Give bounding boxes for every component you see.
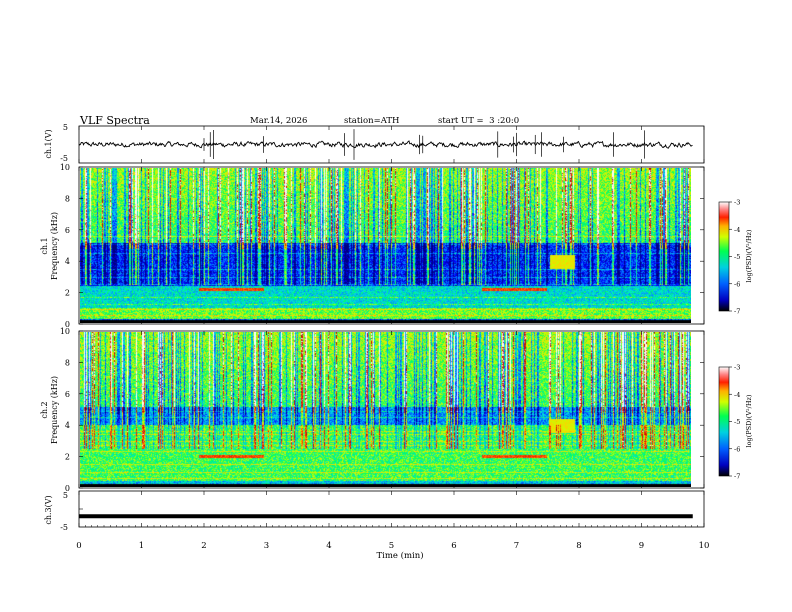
ch1-colorbar-label: log(PSD)(V²/Hz) [745,229,753,282]
ch1-cbar-label--3: -3 [734,199,740,207]
ch1-ytick-label-2: 2 [65,289,70,298]
time-axis-label-2: 2 [201,541,206,551]
time-axis-label-1: 1 [139,541,144,551]
time-axis-label-9: 9 [639,541,644,551]
start-ut-label: start UT = 3 :20:0 [438,116,519,126]
ch1-cbar-label--4: -4 [734,226,740,234]
ch3-ylabel: ch.3(V) [44,495,53,524]
ch2-ytick-label-10: 10 [60,327,70,336]
ch2-ytick-label-4: 4 [65,421,70,430]
station-label: station=ATH [344,116,399,126]
ch1-ytick-label-10: 10 [60,163,70,172]
ch2-ytick-label-0: 0 [65,484,70,493]
ch2-spectrogram-panel: 0 2 4 6 8 10 ch.2 Frequency (kHz) [40,327,705,493]
ch1-spectrogram-image [80,168,691,323]
time-axis-label-4: 4 [326,541,331,551]
ch1-ytick-label-6: 6 [65,226,70,235]
ch1-ytick-neg5: -5 [60,154,68,163]
ch3-waveform-panel: 5 -5 ch.3(V) [44,490,705,532]
ch1-ytick-label-8: 8 [65,194,70,203]
time-axis-label-8: 8 [576,541,581,551]
time-axis-ticks: 0 1 2 3 4 5 6 7 8 9 10 [76,126,709,551]
ch1-ytick-label-4: 4 [65,257,70,266]
ch2-spectrogram-yticks: 0 2 4 6 8 10 [60,327,704,493]
ch2-cbar-label--3: -3 [734,364,740,372]
ch2-cbar-label--5: -5 [734,418,740,426]
ch1-spectrogram-ylabel-channel: ch.1 [40,237,49,254]
ch1-cbar-label--7: -7 [734,308,740,316]
ch1-ylabel: ch.1(V) [44,129,53,158]
ch2-ytick-label-2: 2 [65,453,70,462]
figure-title: VLF Spectra [79,114,150,127]
time-axis-label-10: 10 [699,541,710,551]
ch1-spectrogram-ylabel-freq: Frequency (kHz) [50,212,59,280]
ch2-colorbar-ticks: -3 -4 -5 -6 -7 [729,364,740,481]
time-axis-label: Time (min) [376,550,423,561]
ch1-spectrogram-yticks: 0 2 4 6 8 10 [60,163,704,329]
ch2-ytick-label-6: 6 [65,390,70,399]
ch2-spectrogram-ylabel-channel: ch.2 [40,401,49,418]
time-axis-label-3: 3 [264,541,269,551]
ch2-colorbar-label: log(PSD)(V²/Hz) [745,394,753,447]
ch1-spectrogram-panel: 0 2 4 6 8 10 ch.1 Frequency (kHz) [40,163,705,329]
ch2-cbar-label--6: -6 [734,445,740,453]
time-axis-label-7: 7 [514,541,519,551]
ch1-ytick-5: 5 [63,123,68,132]
ch1-cbar-label--5: -5 [734,253,740,261]
ch2-ytick-label-8: 8 [65,358,70,367]
ch1-waveform-spikes [203,129,645,160]
time-axis-label-5: 5 [389,541,394,551]
ch1-colorbar: -3 -4 -5 -6 -7 log(PSD)(V²/Hz) [718,199,753,316]
ch1-waveform-trace [78,140,693,149]
ch2-cbar-label--7: -7 [734,473,740,481]
ch1-colorbar-ticks: -3 -4 -5 -6 -7 [729,199,740,316]
ch2-cbar-label--4: -4 [734,391,740,399]
time-axis-label-0: 0 [76,541,81,551]
ch2-spectrogram-ylabel-freq: Frequency (kHz) [50,376,59,444]
ch3-ytick-neg5: -5 [60,523,68,532]
ch3-ytick-5: 5 [63,491,68,500]
date-label: Mar.14, 2026 [250,116,307,126]
ch1-ytick-label-0: 0 [65,320,70,329]
ch2-spectrogram-image [80,332,691,487]
ch2-colorbar: -3 -4 -5 -6 -7 log(PSD)(V²/Hz) [718,364,753,481]
ch1-waveform-panel: 5 -5 ch.1(V) [44,123,705,164]
ch1-cbar-label--6: -6 [734,280,740,288]
time-axis-label-6: 6 [451,541,456,551]
